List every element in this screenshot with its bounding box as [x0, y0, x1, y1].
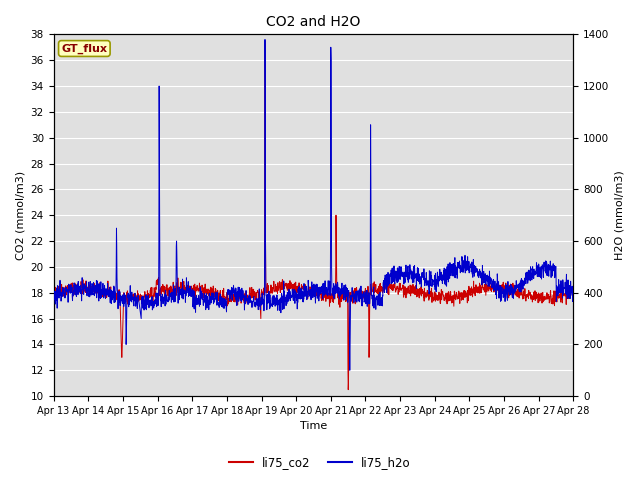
Title: CO2 and H2O: CO2 and H2O: [266, 15, 361, 29]
X-axis label: Time: Time: [300, 421, 327, 432]
Legend: li75_co2, li75_h2o: li75_co2, li75_h2o: [224, 452, 416, 474]
Y-axis label: CO2 (mmol/m3): CO2 (mmol/m3): [15, 171, 25, 260]
Text: GT_flux: GT_flux: [61, 43, 108, 54]
Y-axis label: H2O (mmol/m3): H2O (mmol/m3): [615, 170, 625, 260]
